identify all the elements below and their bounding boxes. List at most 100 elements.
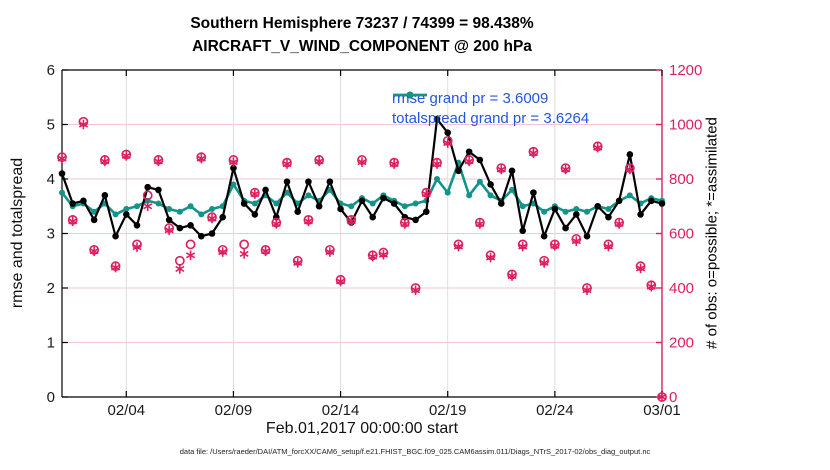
rmse-point: [583, 232, 591, 240]
legend-item-totalspread: totalspread grand pr = 3.6264: [392, 91, 590, 128]
rmse-point: [112, 232, 119, 240]
rmse-point: [58, 170, 66, 177]
x-axis-label: Feb.01,2017 00:00:00 start: [265, 420, 459, 437]
totalspread-point: [444, 189, 451, 196]
totalspread-point: [273, 200, 280, 207]
rmse-point: [455, 167, 462, 175]
assimilated-asterisk-marker: [571, 238, 581, 245]
possible-circle-marker: [174, 255, 185, 266]
possible-circle-marker: [185, 239, 196, 250]
rmse-point: [90, 216, 98, 224]
assimilated-asterisk-marker: [453, 243, 463, 250]
rmse-point: [165, 216, 173, 224]
totalspread-point: [187, 203, 194, 210]
totalspread-point: [166, 205, 173, 212]
rmse-point: [508, 167, 516, 175]
rmse-point: [637, 211, 644, 218]
x-tick-label: 02/19: [429, 402, 467, 419]
rmse-point: [647, 197, 655, 205]
assimilated-asterisk-marker: [271, 220, 281, 228]
assimilated-asterisk-marker: [175, 265, 185, 273]
assimilated-asterisk-marker: [314, 158, 324, 165]
assimilated-asterisk-marker: [164, 227, 174, 234]
left-tick-label: 2: [47, 280, 55, 297]
rmse-point: [551, 205, 559, 213]
assimilated-asterisk-marker: [657, 393, 667, 401]
assimilated-asterisk-marker: [475, 220, 485, 228]
rmse-point: [283, 178, 291, 186]
rmse-point: [187, 222, 194, 229]
assimilated-asterisk-marker: [614, 220, 624, 228]
assimilated-asterisk-marker: [539, 259, 549, 267]
rmse-point: [122, 211, 130, 218]
assimilated-asterisk-marker: [325, 248, 335, 256]
rmse-point: [390, 200, 398, 207]
rmse-point: [572, 211, 580, 218]
assimilated-asterisk-marker: [239, 250, 249, 258]
assimilated-asterisk-marker: [196, 155, 206, 162]
assimilated-asterisk-marker: [186, 252, 196, 259]
totalspread-point: [584, 208, 590, 215]
rmse-point: [101, 192, 109, 199]
totalspread-point: [466, 192, 473, 199]
totalspread-point: [401, 203, 408, 210]
assimilated-asterisk-marker: [507, 272, 517, 280]
assimilated-asterisk-marker: [303, 218, 313, 225]
assimilated-asterisk-marker: [432, 160, 442, 168]
x-tick-label: 02/09: [215, 402, 253, 419]
totalspread-point: [155, 200, 162, 207]
rmse-point: [315, 202, 323, 210]
rmse-point: [433, 115, 441, 123]
assimilated-asterisk-marker: [282, 160, 292, 168]
assimilated-asterisk-marker: [593, 144, 603, 151]
left-tick-label: 1: [47, 335, 55, 352]
totalspread-point: [487, 192, 494, 199]
right-tick-label: 200: [669, 335, 694, 352]
assimilated-asterisk-marker: [261, 248, 271, 255]
rmse-point: [358, 197, 366, 205]
rmse-point: [133, 222, 141, 229]
totalspread-point: [509, 186, 515, 193]
rmse-point: [497, 200, 505, 207]
totalspread-point: [230, 181, 237, 188]
totalspread-point: [91, 208, 98, 215]
rmse-point: [262, 186, 269, 194]
rmse-point: [337, 205, 344, 213]
right-tick-label: 800: [669, 171, 694, 188]
rmse-point: [240, 200, 248, 207]
totalspread-point: [476, 178, 483, 185]
rmse-point: [176, 224, 184, 232]
rmse-point: [80, 197, 87, 205]
assimilated-asterisk-marker: [443, 139, 453, 147]
assimilated-asterisk-marker: [89, 248, 99, 255]
legend-label-totalspread: totalspread grand pr = 3.6264: [392, 109, 590, 127]
assimilated-asterisk-marker: [518, 243, 528, 250]
rmse-point: [369, 213, 377, 221]
totalspread-point: [112, 211, 119, 218]
possible-circle-marker: [239, 239, 250, 250]
assimilated-asterisk-marker: [636, 265, 646, 272]
assimilated-asterisk-marker: [228, 159, 238, 166]
assimilated-asterisk-marker: [561, 166, 571, 173]
assimilated-asterisk-marker: [153, 158, 163, 165]
assimilated-asterisk-marker: [78, 121, 88, 128]
totalspread-point: [605, 205, 612, 212]
chart-title-line2: AIRCRAFT_V_WIND_COMPONENT @ 200 hPa: [192, 38, 532, 55]
assimilated-asterisk-marker: [411, 287, 421, 294]
assimilated-asterisk-marker: [400, 220, 410, 228]
y-axis-label-left: rmse and totalspread: [9, 157, 26, 309]
rmse-point: [208, 230, 216, 237]
totalspread-point: [198, 211, 205, 218]
rmse-point: [305, 178, 312, 186]
assimilated-asterisk-marker: [421, 190, 431, 198]
totalspread-point: [59, 189, 65, 196]
left-tick-label: 4: [47, 171, 55, 188]
assimilated-asterisk-marker: [464, 158, 474, 165]
rmse-point: [412, 216, 419, 224]
left-tick-label: 6: [47, 62, 55, 79]
assimilated-asterisk-marker: [293, 259, 303, 267]
assimilated-asterisk-marker: [528, 150, 538, 157]
right-tick-label: 400: [669, 280, 694, 297]
rmse-point: [144, 183, 152, 191]
